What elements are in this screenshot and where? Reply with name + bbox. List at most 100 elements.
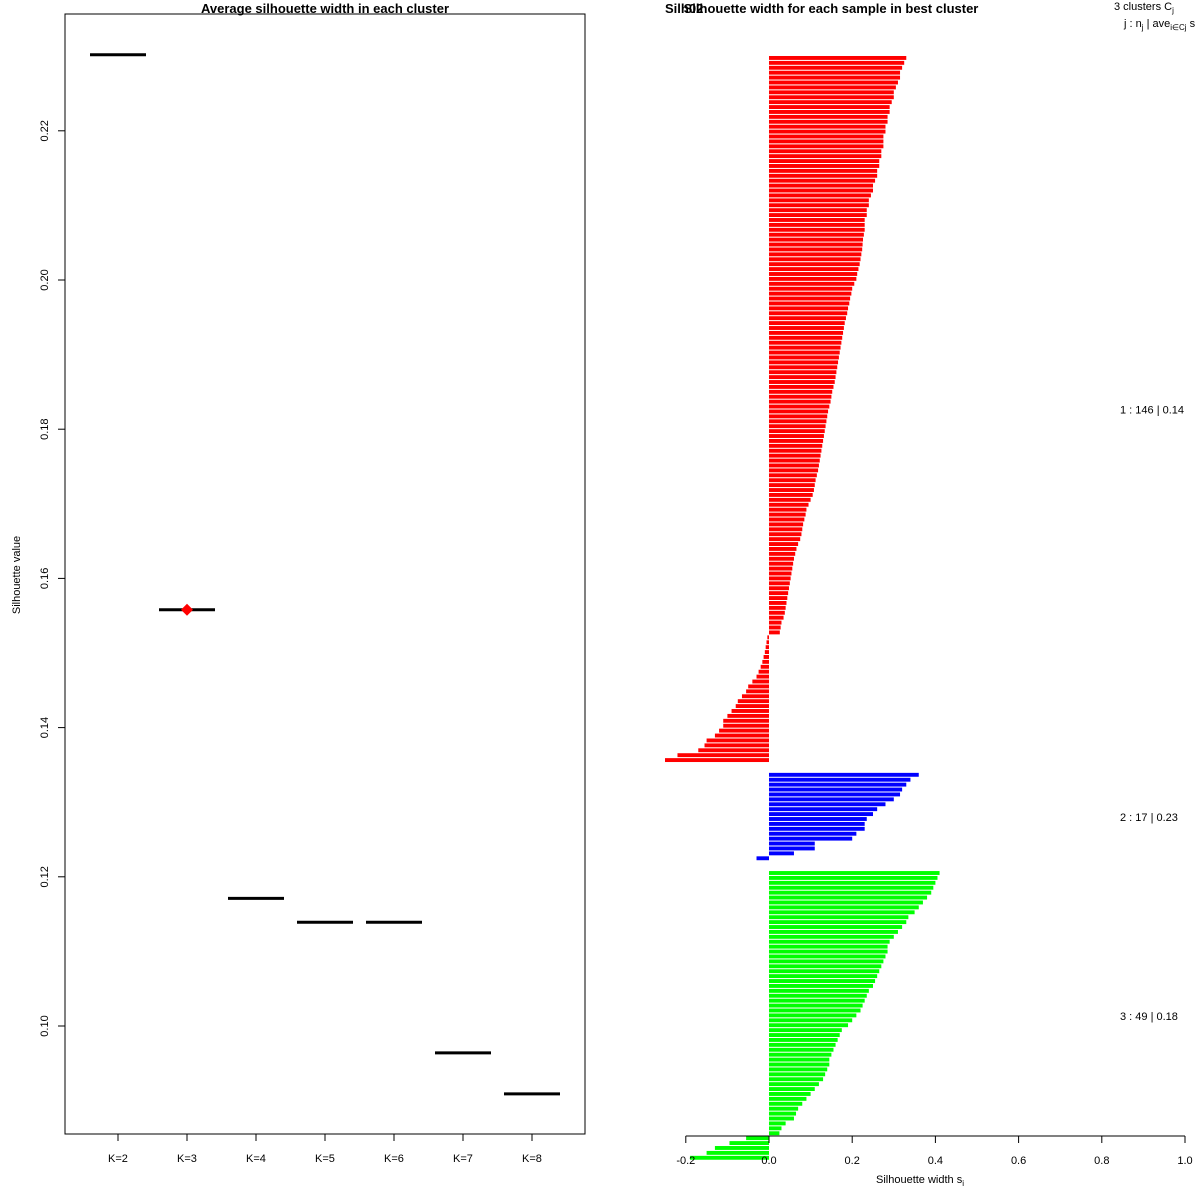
silhouette-bar-cluster-1 <box>769 345 841 350</box>
silhouette-bar-cluster-3 <box>769 1023 849 1028</box>
silhouette-bar-cluster-1 <box>769 517 805 522</box>
legend-header-line2-sub2: i∈Cj <box>1170 23 1187 32</box>
silhouette-bar-cluster-1 <box>769 355 839 360</box>
silhouette-bar-cluster-1 <box>769 281 855 286</box>
silhouette-bar-cluster-1 <box>769 370 837 375</box>
silhouette-bar-cluster-1 <box>769 478 816 483</box>
silhouette-bar-cluster-3 <box>769 979 876 983</box>
silhouette-bar-cluster-1 <box>769 316 846 321</box>
silhouette-bar-cluster-1 <box>737 699 769 704</box>
silhouette-bar-cluster-3 <box>769 959 884 964</box>
silhouette-bar-cluster-1 <box>769 620 782 625</box>
silhouette-bar-cluster-3 <box>769 875 938 880</box>
left-x-tick-label: K=8 <box>522 1153 542 1165</box>
silhouette-bar-cluster-1 <box>769 188 873 193</box>
silhouette-bar-cluster-3 <box>769 1087 815 1091</box>
silhouette-bar-cluster-1 <box>769 321 845 326</box>
silhouette-bar-cluster-3 <box>769 988 869 993</box>
silhouette-bar-cluster-1 <box>769 463 819 468</box>
legend-header-line2-main: j : n <box>1123 18 1142 30</box>
silhouette-bar-cluster-1 <box>723 723 769 728</box>
silhouette-bar-cluster-3 <box>769 900 923 905</box>
silhouette-bar-cluster-1 <box>769 60 905 65</box>
silhouette-bar-cluster-3 <box>769 974 878 979</box>
silhouette-bar-cluster-1 <box>769 311 848 316</box>
silhouette-bar-cluster-1 <box>769 173 878 178</box>
silhouette-bar-cluster-1 <box>769 610 785 615</box>
silhouette-bar-cluster-1 <box>769 222 865 227</box>
silhouette-bar-cluster-1 <box>769 227 865 232</box>
silhouette-bar-cluster-2 <box>769 821 865 826</box>
silhouette-bar-cluster-1 <box>723 718 769 723</box>
right-x-tick-label: -0.2 <box>676 1155 695 1167</box>
silhouette-bar-cluster-1 <box>769 453 821 458</box>
silhouette-bar-cluster-1 <box>769 340 842 345</box>
left-chart-title: Average silhouette width in each cluster <box>201 1 449 16</box>
silhouette-bar-cluster-2 <box>769 817 867 821</box>
silhouette-bar-cluster-1 <box>769 419 827 424</box>
silhouette-bar-cluster-1 <box>769 272 858 276</box>
silhouette-bar-cluster-1 <box>769 542 799 546</box>
silhouette-bar-cluster-1 <box>769 65 903 70</box>
silhouette-bar-cluster-2 <box>769 807 878 812</box>
silhouette-bar-cluster-1 <box>769 242 863 247</box>
silhouette-bar-cluster-1 <box>769 566 793 571</box>
silhouette-bar-cluster-3 <box>769 1042 836 1047</box>
silhouette-bar-cluster-3 <box>769 1111 797 1116</box>
silhouette-bar-cluster-1 <box>677 753 769 758</box>
silhouette-bar-cluster-3 <box>769 1047 834 1052</box>
silhouette-bar-cluster-3 <box>769 1003 863 1008</box>
silhouette-bar-cluster-1 <box>769 438 824 443</box>
silhouette-bar-cluster-1 <box>769 365 838 370</box>
silhouette-bar-cluster-1 <box>769 547 797 551</box>
right-x-tick-label: 1.0 <box>1177 1155 1192 1167</box>
silhouette-bar-cluster-3 <box>769 880 936 885</box>
silhouette-bar-cluster-3 <box>769 969 880 974</box>
silhouette-bar-cluster-3 <box>769 1008 861 1013</box>
silhouette-bar-cluster-1 <box>769 124 886 129</box>
silhouette-bar-cluster-3 <box>769 910 915 915</box>
silhouette-bar-cluster-1 <box>769 434 824 438</box>
silhouette-bar-cluster-1 <box>769 551 796 556</box>
cluster-label-cluster-1: 1 : 146 | 0.14 <box>1120 405 1184 417</box>
silhouette-bar-cluster-3 <box>769 1038 838 1042</box>
silhouette-bar-cluster-1 <box>769 296 851 301</box>
silhouette-bar-cluster-3 <box>769 905 919 910</box>
silhouette-bar-cluster-1 <box>769 581 790 586</box>
silhouette-bar-cluster-1 <box>769 497 811 502</box>
silhouette-bar-cluster-1 <box>769 522 804 527</box>
right-x-tick-label: 0.2 <box>845 1155 860 1167</box>
silhouette-bar-cluster-1 <box>764 650 769 655</box>
right-chart-title: Silhouette width for each sample in best… <box>684 1 979 16</box>
silhouette-bar-cluster-1 <box>769 183 873 188</box>
left-x-tick-label: K=3 <box>177 1153 197 1165</box>
cluster-label-cluster-3: 3 : 49 | 0.18 <box>1120 1011 1178 1023</box>
silhouette-bar-cluster-1 <box>769 556 794 561</box>
silhouette-bar-cluster-1 <box>731 709 769 713</box>
silhouette-bar-cluster-1 <box>769 591 789 596</box>
silhouette-bar-cluster-3 <box>769 1018 853 1023</box>
silhouette-bar-cluster-1 <box>769 380 835 384</box>
silhouette-bar-cluster-1 <box>719 728 769 733</box>
silhouette-bar-cluster-1 <box>769 389 833 394</box>
right-x-tick-label: 0.4 <box>928 1155 943 1167</box>
silhouette-bar-cluster-1 <box>769 291 852 296</box>
silhouette-bar-cluster-1 <box>769 492 813 497</box>
silhouette-bar-cluster-1 <box>769 615 784 620</box>
silhouette-bar-cluster-1 <box>769 350 840 355</box>
silhouette-bar-cluster-3 <box>769 1121 786 1126</box>
silhouette-bar-cluster-1 <box>769 502 809 507</box>
silhouette-bar-cluster-1 <box>769 276 857 281</box>
silhouette-bar-cluster-1 <box>769 414 828 419</box>
legend-header-line2-sub: j <box>1141 23 1144 32</box>
silhouette-bar-cluster-1 <box>769 394 832 399</box>
silhouette-bar-cluster-3 <box>769 954 886 959</box>
right-x-tick-label: 0.8 <box>1094 1155 1109 1167</box>
right-x-tick-label: 0.0 <box>761 1155 776 1167</box>
silhouette-bar-cluster-3 <box>769 920 907 925</box>
silhouette-bar-cluster-1 <box>769 129 886 134</box>
silhouette-bar-cluster-1 <box>769 168 878 173</box>
silhouette-bar-cluster-1 <box>727 713 769 718</box>
left-y-tick-label: 0.10 <box>39 1015 51 1036</box>
silhouette-bar-cluster-3 <box>769 939 890 944</box>
